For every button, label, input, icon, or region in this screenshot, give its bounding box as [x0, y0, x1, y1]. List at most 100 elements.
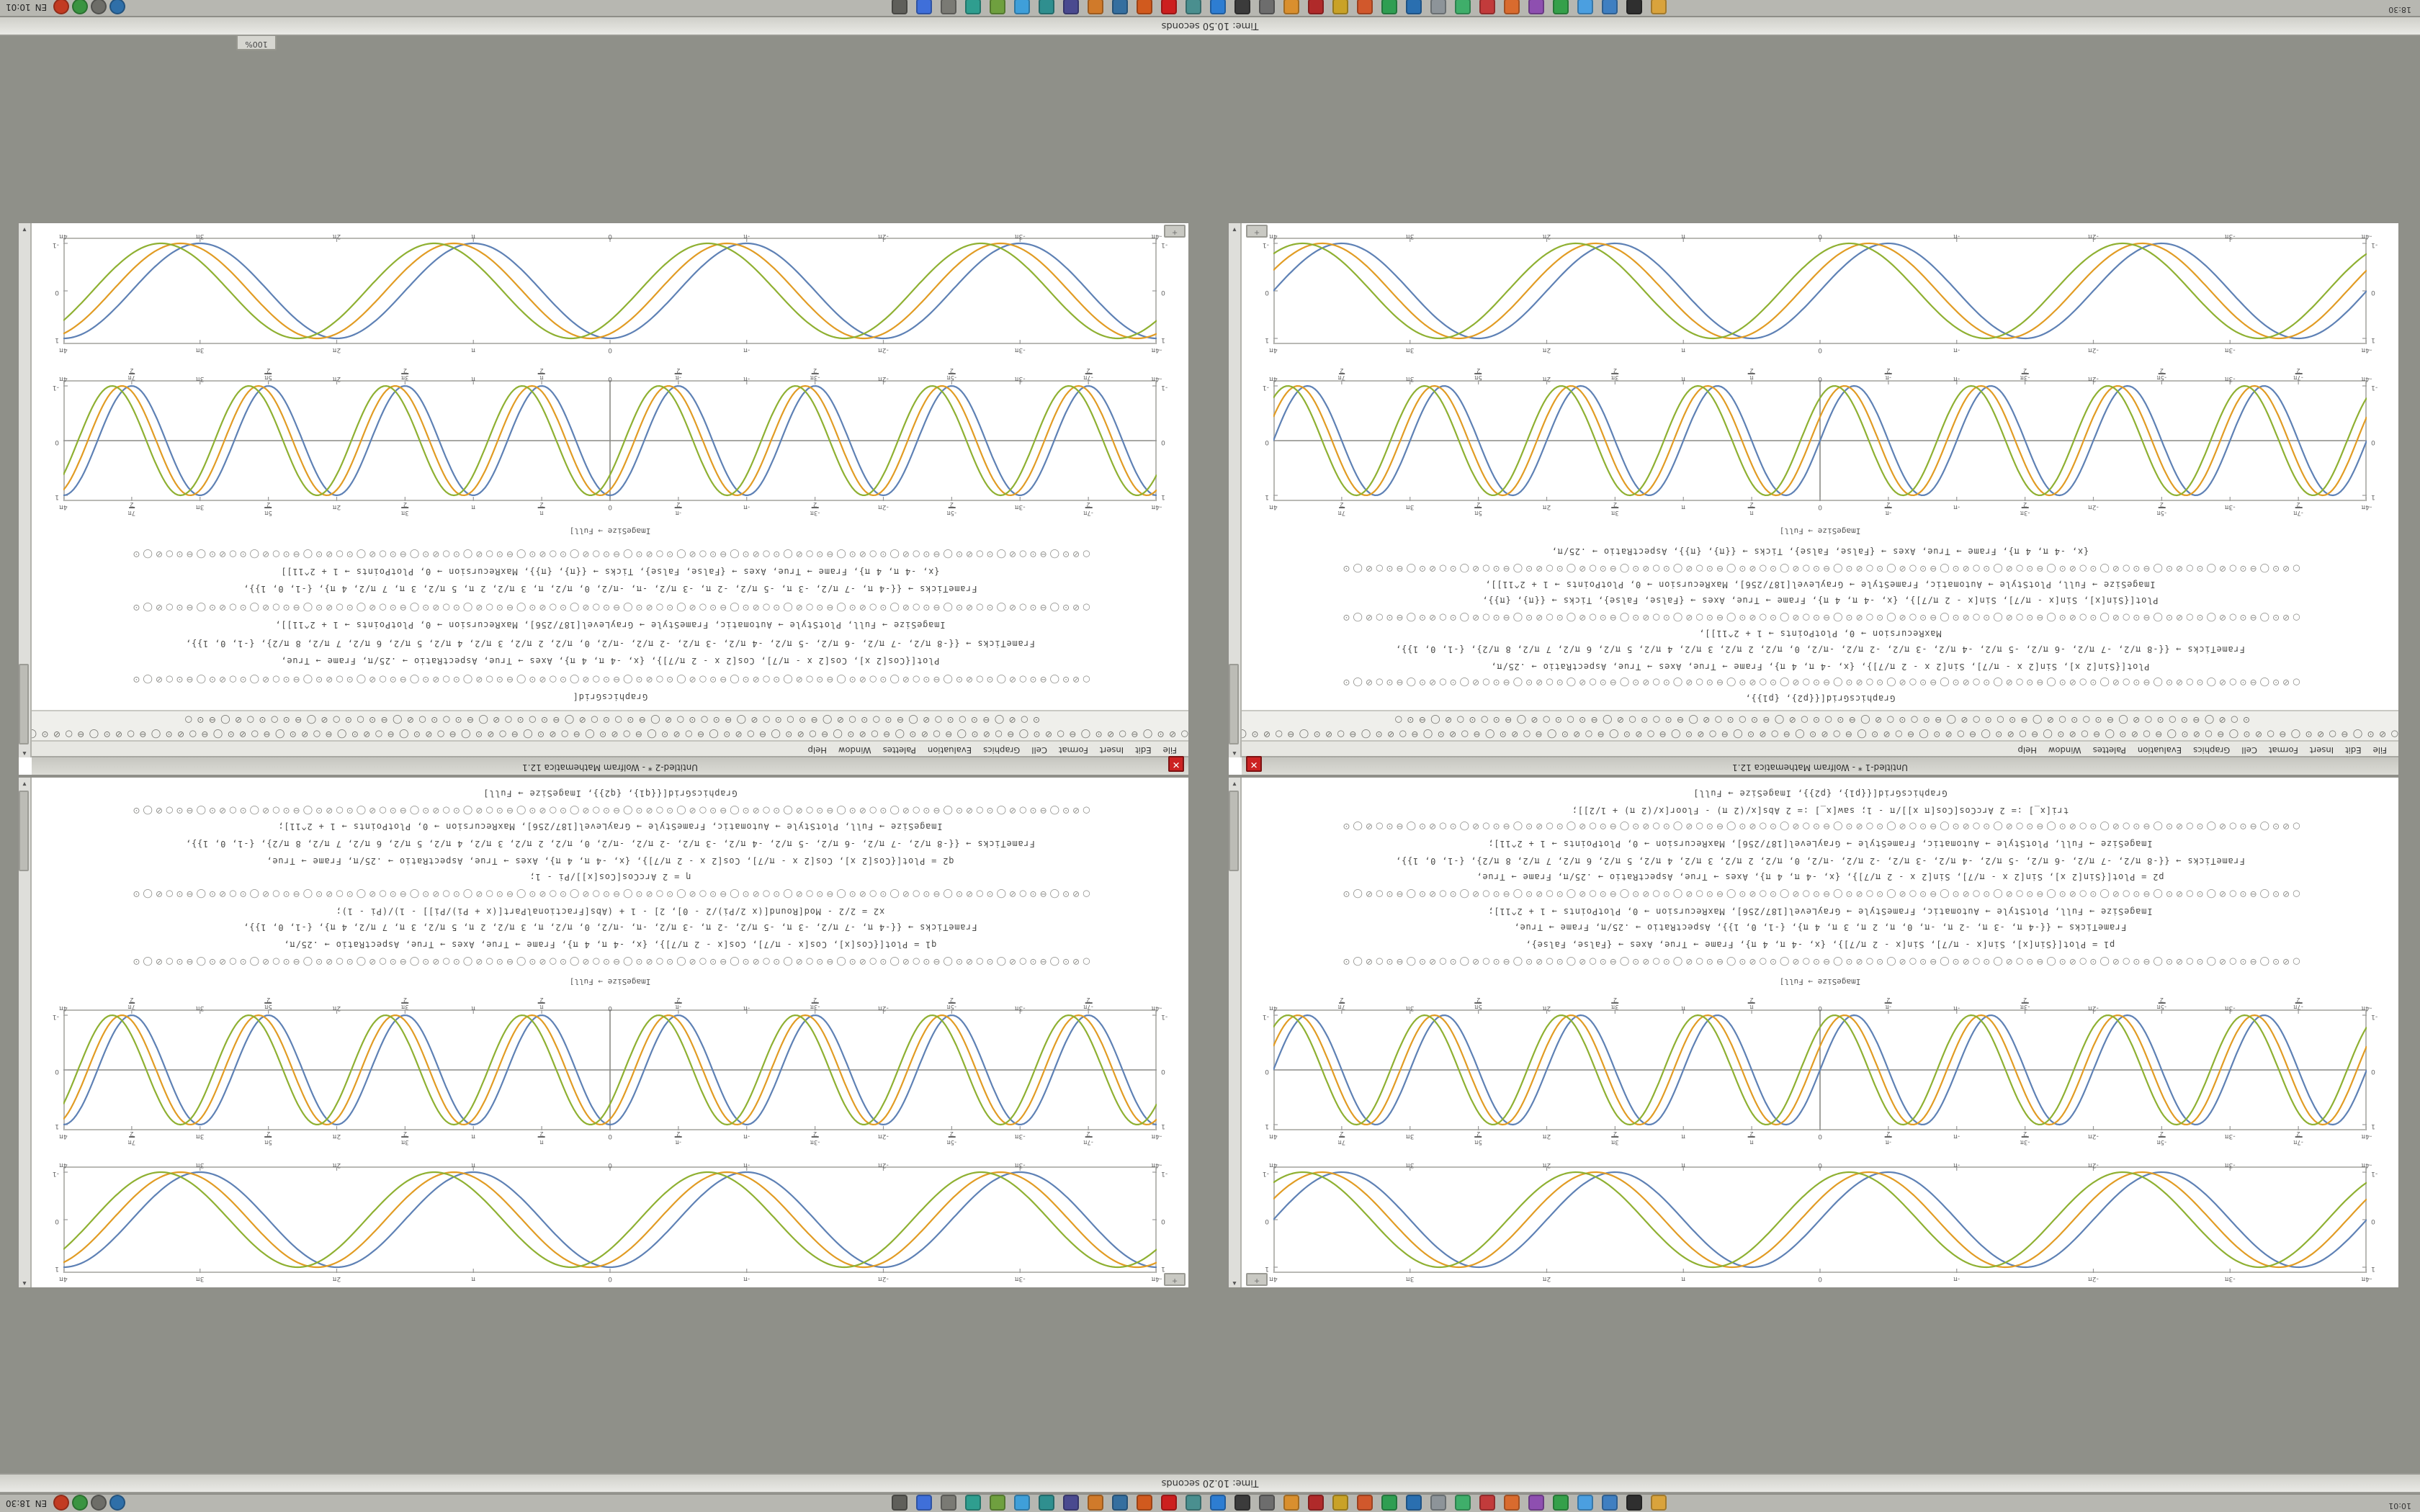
- code-editor-icon[interactable]: [1210, 1495, 1226, 1511]
- volume-icon[interactable]: [90, 0, 107, 14]
- scroll-thumb[interactable]: [1229, 664, 1240, 744]
- menu-item-insert[interactable]: Insert: [2309, 744, 2334, 753]
- window-grip-chip[interactable]: +: [1246, 1273, 1268, 1286]
- volume-icon[interactable]: [90, 1495, 107, 1511]
- taskbar-bottom[interactable]: 18:30 EN 10:01: [0, 0, 2420, 17]
- menu-item-edit[interactable]: Edit: [1135, 744, 1152, 753]
- menu-item-window[interactable]: Window: [2048, 744, 2081, 753]
- help-icon[interactable]: [916, 1495, 932, 1511]
- toolbar-row-2[interactable]: ⊙○⊘◯⊖⊙○⊙○⊘◯⊖⊙○⊙○⊘◯⊖⊙○⊙○⊘◯⊖⊙○⊙○⊘◯⊖⊙○⊙○⊘◯⊖…: [180, 714, 1040, 724]
- taskbar-top[interactable]: 10:01 EN 18:30: [0, 1493, 2420, 1512]
- scroll-thumb[interactable]: [1229, 791, 1240, 871]
- office-writer-icon[interactable]: [1406, 0, 1422, 14]
- menu-item-window[interactable]: Window: [838, 744, 871, 753]
- toolbar[interactable]: ○⊘⊙◯⊖○⊘⊙◯⊖○⊘⊙◯⊖○⊘⊙◯⊖○⊘⊙◯⊖○⊘⊙◯⊖○⊘⊙◯⊖○⊘⊙◯⊖…: [1242, 710, 2398, 740]
- clock[interactable]: 10:01: [6, 1, 31, 12]
- matlab-icon[interactable]: [1137, 1495, 1152, 1511]
- help-icon[interactable]: [916, 0, 932, 14]
- inkscape-icon[interactable]: [1234, 1495, 1250, 1511]
- scroll-down-arrow[interactable]: ▾: [22, 779, 27, 788]
- office-writer-icon[interactable]: [1406, 1495, 1422, 1511]
- vertical-scrollbar[interactable]: ▴ ▾: [19, 778, 32, 1287]
- menu-item-evaluation[interactable]: Evaluation: [927, 744, 972, 753]
- vertical-scrollbar[interactable]: ▴ ▾: [1229, 778, 1242, 1287]
- jupyter-icon[interactable]: [1088, 0, 1103, 14]
- scroll-thumb[interactable]: [19, 791, 30, 871]
- window-grip-chip[interactable]: +: [1164, 225, 1186, 238]
- vm-icon[interactable]: [1063, 1495, 1079, 1511]
- cloud-sync-icon[interactable]: [1014, 1495, 1030, 1511]
- menu-item-help[interactable]: Help: [807, 744, 827, 753]
- notebook-window-top-right[interactable]: + -4π -3π -2π -π 0 π 2π 3π 4π -4π -3π -2π -π 0 π 2π 3π 4π…: [17, 776, 1190, 1289]
- archive-manager-icon[interactable]: [1283, 0, 1299, 14]
- menu-item-format[interactable]: Format: [1058, 744, 1088, 753]
- mail-icon[interactable]: [1577, 1495, 1593, 1511]
- scroll-down-arrow[interactable]: ▾: [1232, 779, 1237, 788]
- system-tray[interactable]: EN 18:30: [6, 1495, 126, 1511]
- mail-icon[interactable]: [1577, 0, 1593, 14]
- music-icon[interactable]: [1528, 1495, 1544, 1511]
- notebook-window-bottom-right[interactable]: + Untitled-2 * - Wolfram Mathematica 12.…: [17, 222, 1190, 776]
- trash-icon[interactable]: [892, 0, 908, 14]
- vm-icon[interactable]: [1063, 0, 1079, 14]
- menu-item-edit[interactable]: Edit: [2345, 744, 2362, 753]
- system-tray[interactable]: EN 10:01: [6, 0, 126, 14]
- notifications-icon[interactable]: [53, 0, 69, 14]
- menu-item-graphics[interactable]: Graphics: [2193, 744, 2231, 753]
- settings-icon[interactable]: [941, 1495, 956, 1511]
- window-titlebar[interactable]: Untitled-2 * - Wolfram Mathematica 12.1 …: [32, 756, 1188, 775]
- remote-desktop-icon[interactable]: [1039, 1495, 1054, 1511]
- pdf-viewer-icon[interactable]: [1308, 1495, 1324, 1511]
- menu-item-cell[interactable]: Cell: [1031, 744, 1047, 753]
- cad-icon[interactable]: [1186, 1495, 1201, 1511]
- menu-item-format[interactable]: Format: [2268, 744, 2298, 753]
- office-draw-icon[interactable]: [1332, 0, 1348, 14]
- scroll-up-arrow[interactable]: ▴: [1232, 749, 1237, 757]
- files-icon[interactable]: [1651, 1495, 1667, 1511]
- scroll-thumb[interactable]: [19, 664, 30, 744]
- vertical-scrollbar[interactable]: ▴ ▾: [1229, 223, 1242, 757]
- menu-item-help[interactable]: Help: [2017, 744, 2037, 753]
- keyboard-language-indicator[interactable]: EN: [35, 1498, 48, 1508]
- menu-item-palettes[interactable]: Palettes: [882, 744, 916, 753]
- wolfram-icon[interactable]: [1161, 0, 1177, 14]
- keyboard-language-indicator[interactable]: EN: [35, 1, 48, 12]
- window-grip-chip[interactable]: +: [1164, 1273, 1186, 1286]
- files-icon[interactable]: [1651, 0, 1667, 14]
- toolbar[interactable]: ○⊘⊙◯⊖○⊘⊙◯⊖○⊘⊙◯⊖○⊘⊙◯⊖○⊘⊙◯⊖○⊘⊙◯⊖○⊘⊙◯⊖○⊘⊙◯⊖…: [32, 710, 1188, 740]
- code-cell[interactable]: ○⊘⊙◯⊖⊙○⊘◯⊙○⊘⊙◯⊖⊙○⊘◯⊙○⊘⊙◯⊖⊙○⊘◯⊙○⊘⊙◯⊖⊙○⊘◯⊙…: [32, 778, 1188, 973]
- menu-item-insert[interactable]: Insert: [1099, 744, 1124, 753]
- keyboard-layout-icon[interactable]: [71, 1495, 88, 1511]
- video-icon[interactable]: [1479, 0, 1495, 14]
- office-draw-icon[interactable]: [1332, 1495, 1348, 1511]
- office-calc-icon[interactable]: [1381, 1495, 1397, 1511]
- network-icon[interactable]: [109, 0, 125, 14]
- archive-manager-icon[interactable]: [1283, 1495, 1299, 1511]
- notebook-window-top-left[interactable]: + -4π -3π -2π -π 0 π 2π 3π 4π -4π -3π -2π -π 0 π 2π 3π 4π…: [1227, 776, 2400, 1289]
- code-cell[interactable]: GraphicsGrid[○⊘⊙◯⊖⊙○⊘◯⊙○⊘⊙◯⊖⊙○⊘◯⊙○⊘⊙◯⊖⊙○…: [32, 537, 1188, 710]
- menu-item-graphics[interactable]: Graphics: [983, 744, 1021, 753]
- browser-icon[interactable]: [1602, 0, 1618, 14]
- pdf-viewer-icon[interactable]: [1308, 0, 1324, 14]
- background-window-titlebar-top[interactable]: Time: 10.20 seconds: [0, 1473, 2420, 1493]
- calculator-icon[interactable]: [1430, 1495, 1446, 1511]
- inkscape-icon[interactable]: [1234, 0, 1250, 14]
- trash-icon[interactable]: [892, 1495, 908, 1511]
- office-calc-icon[interactable]: [1381, 0, 1397, 14]
- scroll-up-arrow[interactable]: ▴: [22, 1279, 27, 1287]
- toolbar-row-2[interactable]: ⊙○⊘◯⊖⊙○⊙○⊘◯⊖⊙○⊙○⊘◯⊖⊙○⊙○⊘◯⊖⊙○⊙○⊘◯⊖⊙○⊙○⊘◯⊖…: [1390, 714, 2250, 724]
- editor-icon[interactable]: [1455, 1495, 1471, 1511]
- jupyter-icon[interactable]: [1088, 1495, 1103, 1511]
- wolfram-icon[interactable]: [1161, 1495, 1177, 1511]
- close-button[interactable]: ✕: [1168, 757, 1184, 773]
- menu-item-file[interactable]: File: [2372, 744, 2387, 753]
- browser-icon[interactable]: [1602, 1495, 1618, 1511]
- music-icon[interactable]: [1528, 0, 1544, 14]
- toolbar-row-1[interactable]: ○⊘⊙◯⊖○⊘⊙◯⊖○⊘⊙◯⊖○⊘⊙◯⊖○⊘⊙◯⊖○⊘⊙◯⊖○⊘⊙◯⊖○⊘⊙◯⊖…: [32, 729, 1188, 739]
- editor-icon[interactable]: [1455, 0, 1471, 14]
- video-icon[interactable]: [1479, 1495, 1495, 1511]
- office-impress-icon[interactable]: [1357, 1495, 1373, 1511]
- photos-icon[interactable]: [1504, 1495, 1520, 1511]
- terminal-icon[interactable]: [1626, 1495, 1642, 1511]
- code-cell[interactable]: GraphicsGrid[{{p2}, {p1}}, ○⊘⊙◯⊖⊙○⊘◯⊙○⊘⊙◯…: [1242, 537, 2398, 710]
